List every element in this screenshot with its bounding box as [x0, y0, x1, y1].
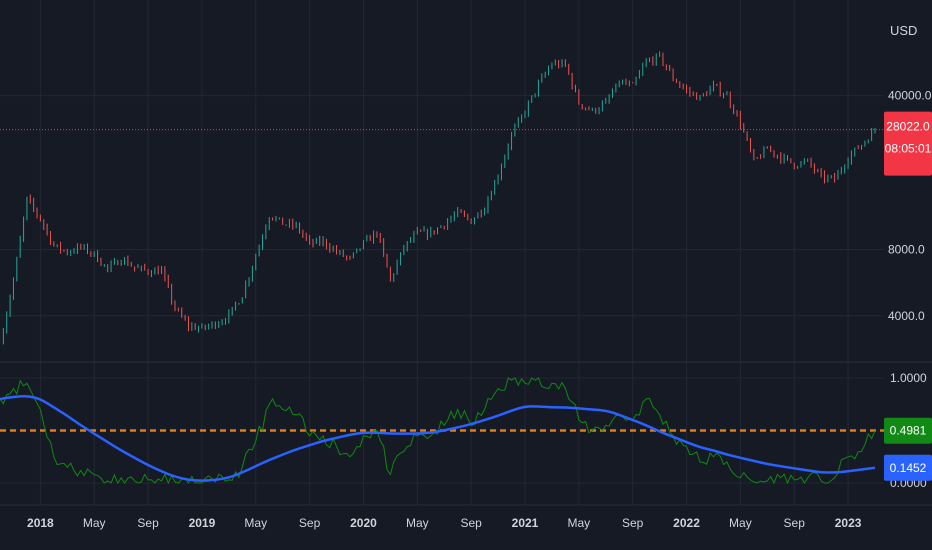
- price-pane: USD 40000.0 8000.0 4000.0 28022.0 08:05:01: [0, 23, 932, 345]
- current-price-value: 28022.0: [886, 120, 930, 134]
- current-price-badge-bg: [884, 111, 932, 176]
- time-tick-label: Sep: [137, 516, 159, 530]
- time-tick-label: 2021: [512, 516, 539, 530]
- time-tick-label: Sep: [622, 516, 644, 530]
- time-tick-label: Sep: [784, 516, 806, 530]
- oscillator-line: [0, 377, 876, 485]
- time-tick-label: May: [406, 516, 429, 530]
- current-price-badge: 28022.0 08:05:01: [884, 111, 932, 176]
- oscillator-value-badge: 0.4981: [884, 417, 932, 444]
- oscillator-value-badge-bg: [884, 417, 932, 444]
- oscillator-ma-line: [0, 395, 876, 482]
- bar-countdown: 08:05:01: [885, 142, 932, 156]
- time-tick-label: 2022: [673, 516, 700, 530]
- grid: [0, 0, 884, 505]
- time-tick-label: Sep: [299, 516, 321, 530]
- time-tick-label: May: [244, 516, 267, 530]
- ma-value-badge-bg: [884, 454, 932, 481]
- time-tick-label: 2023: [835, 516, 862, 530]
- time-tick-label: May: [568, 516, 591, 530]
- time-tick-label: Sep: [460, 516, 482, 530]
- ma-value-badge: 0.1452: [884, 454, 932, 481]
- ma-value: 0.1452: [890, 461, 927, 475]
- time-tick-label: May: [729, 516, 752, 530]
- time-tick-label: May: [83, 516, 106, 530]
- oscillator-tick-label: 1.0000: [890, 371, 927, 385]
- time-tick-label: 2019: [189, 516, 216, 530]
- price-axis: 40000.0 8000.0 4000.0: [888, 89, 932, 323]
- time-axis: 2018 May Sep 2019 May Sep 2020 May Sep 2021 May Sep…: [27, 516, 862, 530]
- price-tick-label: 8000.0: [888, 243, 925, 257]
- price-tick-label: 40000.0: [888, 89, 932, 103]
- candles: [2, 51, 876, 345]
- oscillator-value: 0.4981: [890, 424, 927, 438]
- currency-label: USD: [890, 23, 917, 38]
- time-tick-label: 2018: [27, 516, 54, 530]
- price-tick-label: 4000.0: [888, 309, 925, 323]
- time-tick-label: 2020: [350, 516, 377, 530]
